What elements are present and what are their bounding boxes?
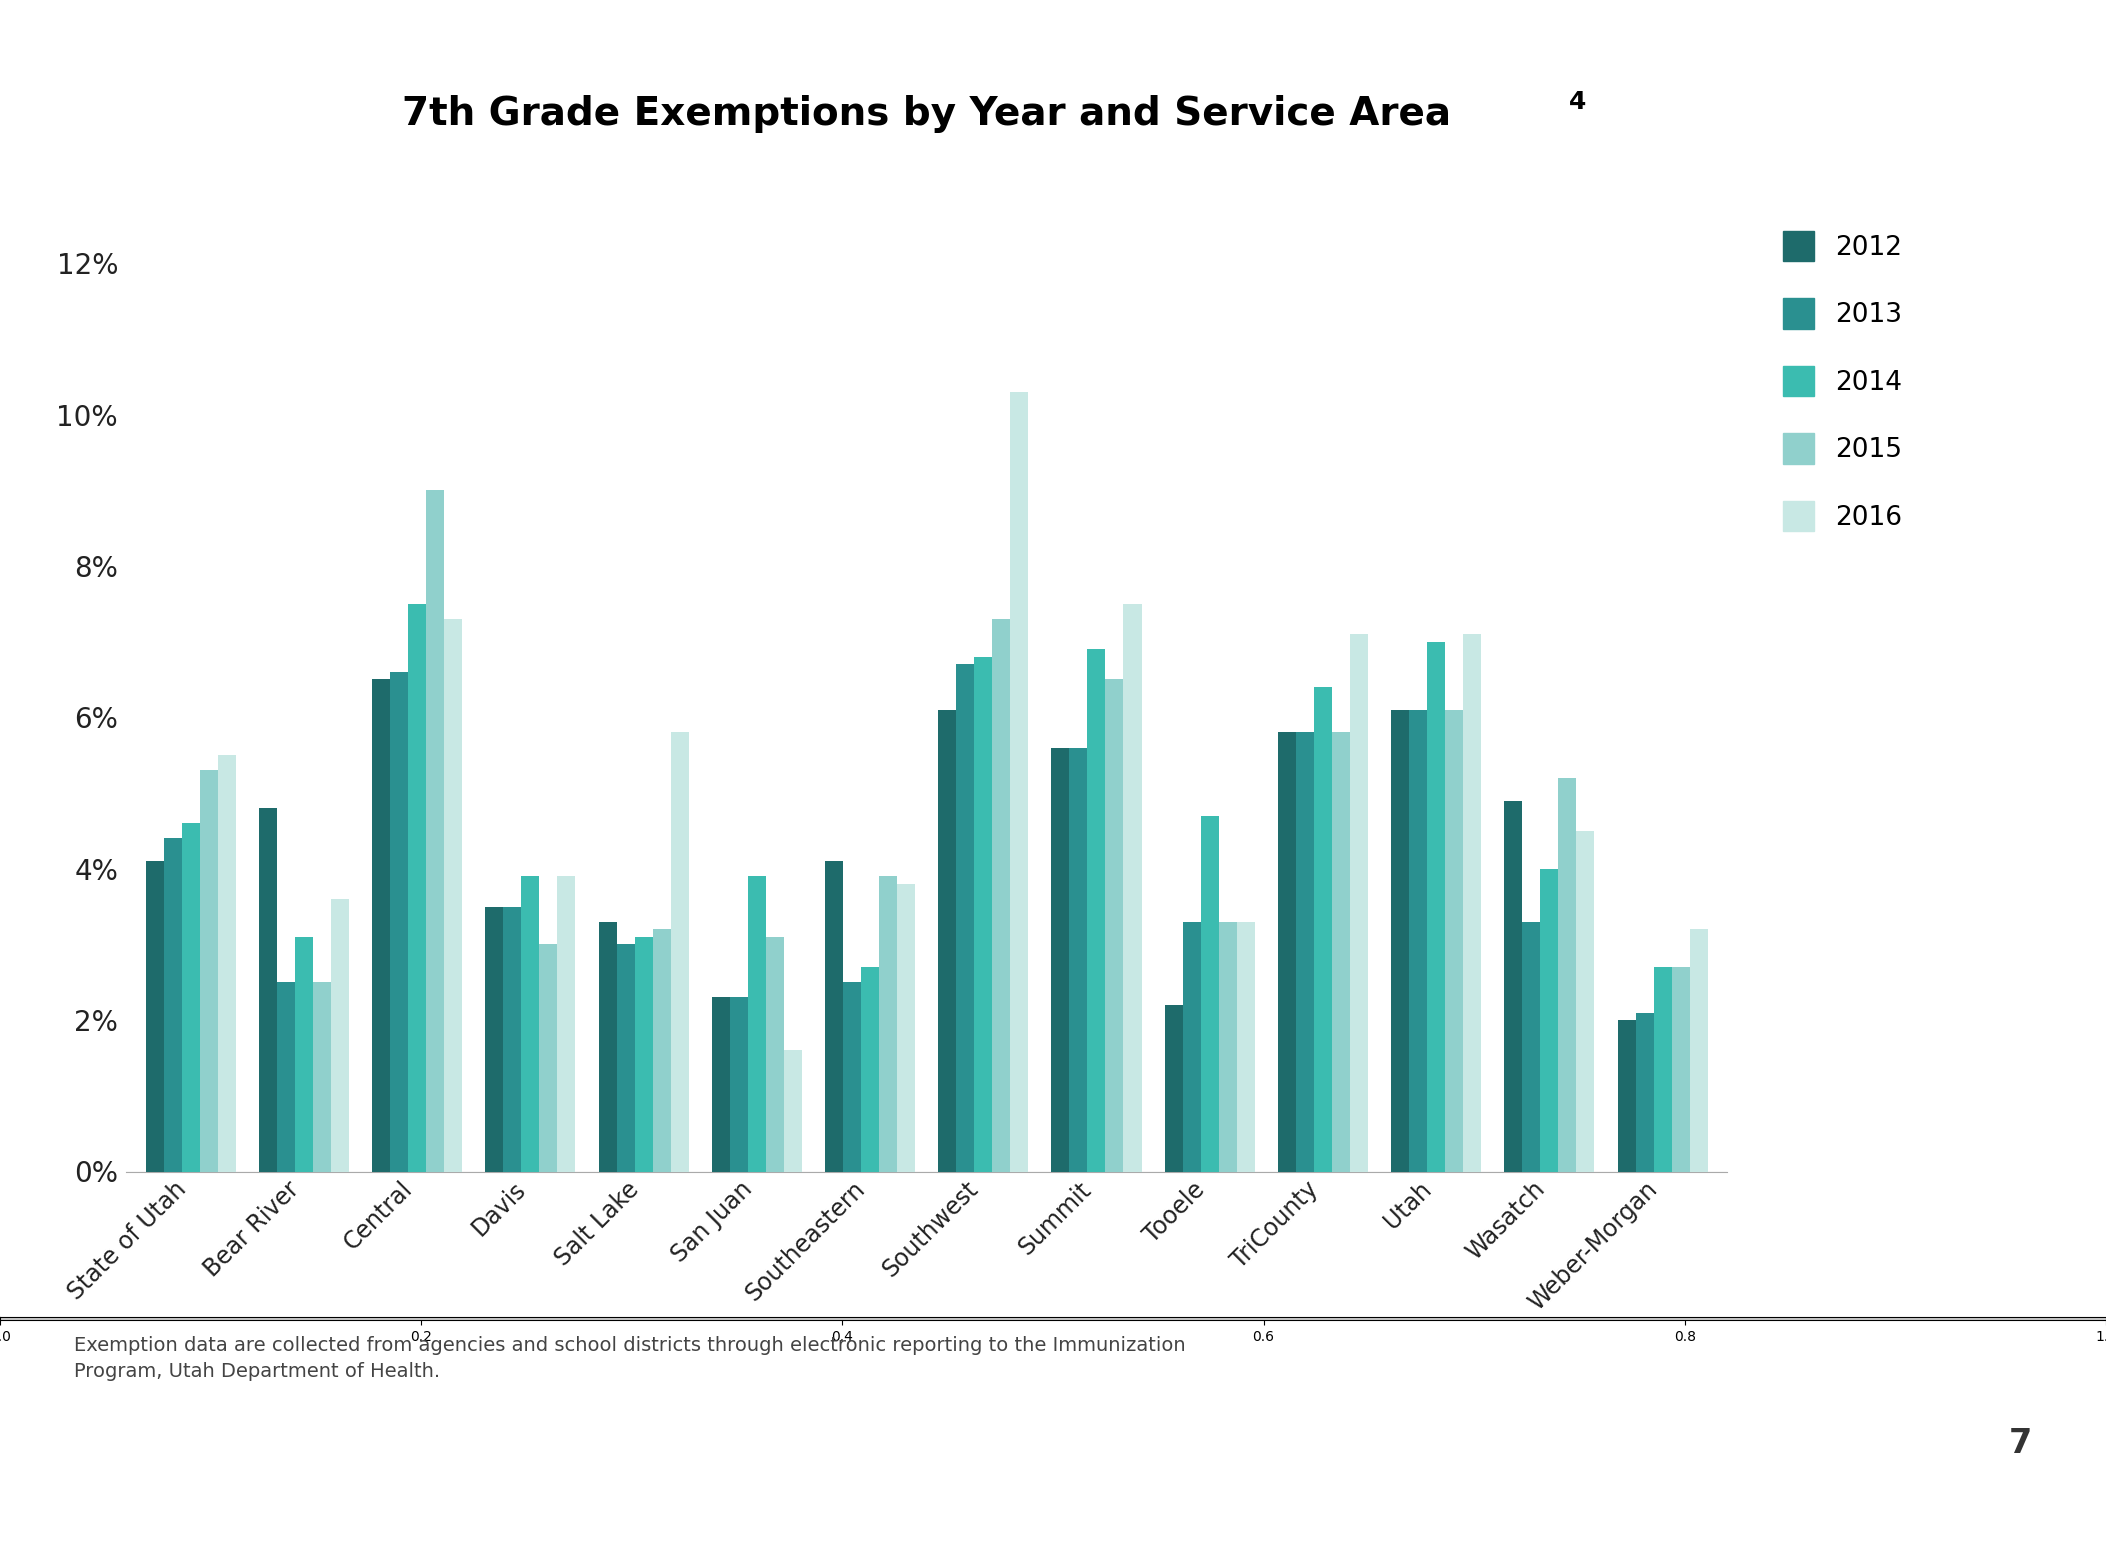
Bar — [1200, 815, 1219, 1172]
Bar — [1236, 922, 1255, 1172]
Bar — [1184, 922, 1200, 1172]
Bar — [1428, 642, 1445, 1172]
Bar — [1314, 687, 1331, 1172]
Bar — [1689, 929, 1708, 1172]
Bar — [1165, 1004, 1184, 1172]
Bar — [712, 998, 731, 1172]
Bar — [670, 733, 689, 1172]
Bar — [617, 945, 634, 1172]
Bar — [1051, 748, 1070, 1172]
Bar — [634, 937, 653, 1172]
Bar — [861, 967, 878, 1172]
Bar — [783, 1050, 802, 1172]
Text: Exemption data are collected from agencies and school districts through electron: Exemption data are collected from agenci… — [74, 1336, 1186, 1381]
Bar — [826, 861, 842, 1172]
Bar — [748, 876, 767, 1172]
Bar — [1445, 709, 1464, 1172]
Text: 7th Grade Exemptions by Year and Service Area: 7th Grade Exemptions by Year and Service… — [402, 95, 1451, 133]
Bar — [390, 672, 409, 1172]
Bar — [522, 876, 539, 1172]
Bar — [558, 876, 575, 1172]
Bar — [1219, 922, 1236, 1172]
Bar — [1504, 801, 1523, 1172]
Bar — [1539, 868, 1558, 1172]
Bar — [259, 808, 276, 1172]
Bar — [217, 754, 236, 1172]
Bar — [1617, 1020, 1636, 1172]
Bar — [409, 604, 425, 1172]
Bar — [1278, 733, 1295, 1172]
Bar — [181, 823, 200, 1172]
Bar — [1558, 778, 1577, 1172]
Text: 4: 4 — [1569, 91, 1586, 114]
Bar — [1295, 733, 1314, 1172]
Bar — [937, 709, 956, 1172]
Bar — [314, 982, 331, 1172]
Bar — [1672, 967, 1689, 1172]
Bar — [1409, 709, 1428, 1172]
Bar — [731, 998, 748, 1172]
Bar — [1350, 634, 1369, 1172]
Bar — [276, 982, 295, 1172]
Bar — [1523, 922, 1539, 1172]
Bar — [1070, 748, 1087, 1172]
Bar — [331, 900, 350, 1172]
Bar — [539, 945, 558, 1172]
Bar — [653, 929, 670, 1172]
Bar — [1087, 650, 1106, 1172]
Bar — [897, 884, 916, 1172]
Bar — [1464, 634, 1481, 1172]
Bar — [1392, 709, 1409, 1172]
Bar — [295, 937, 314, 1172]
Bar — [1577, 831, 1594, 1172]
Bar — [484, 906, 503, 1172]
Bar — [1636, 1012, 1653, 1172]
Bar — [767, 937, 783, 1172]
Bar — [200, 770, 217, 1172]
Bar — [145, 861, 164, 1172]
Bar — [1011, 392, 1028, 1172]
Bar — [164, 839, 181, 1172]
Bar — [878, 876, 897, 1172]
Bar — [598, 922, 617, 1172]
Legend: 2012, 2013, 2014, 2015, 2016: 2012, 2013, 2014, 2015, 2016 — [1771, 220, 1912, 542]
Bar — [373, 679, 390, 1172]
Bar — [1106, 679, 1122, 1172]
Bar — [842, 982, 861, 1172]
Bar — [503, 906, 522, 1172]
Bar — [425, 490, 444, 1172]
Text: 7: 7 — [2009, 1428, 2032, 1460]
Bar — [1653, 967, 1672, 1172]
Bar — [444, 619, 461, 1172]
Bar — [1331, 733, 1350, 1172]
Bar — [1122, 604, 1141, 1172]
Bar — [956, 664, 975, 1172]
Bar — [975, 656, 992, 1172]
Bar — [992, 619, 1011, 1172]
